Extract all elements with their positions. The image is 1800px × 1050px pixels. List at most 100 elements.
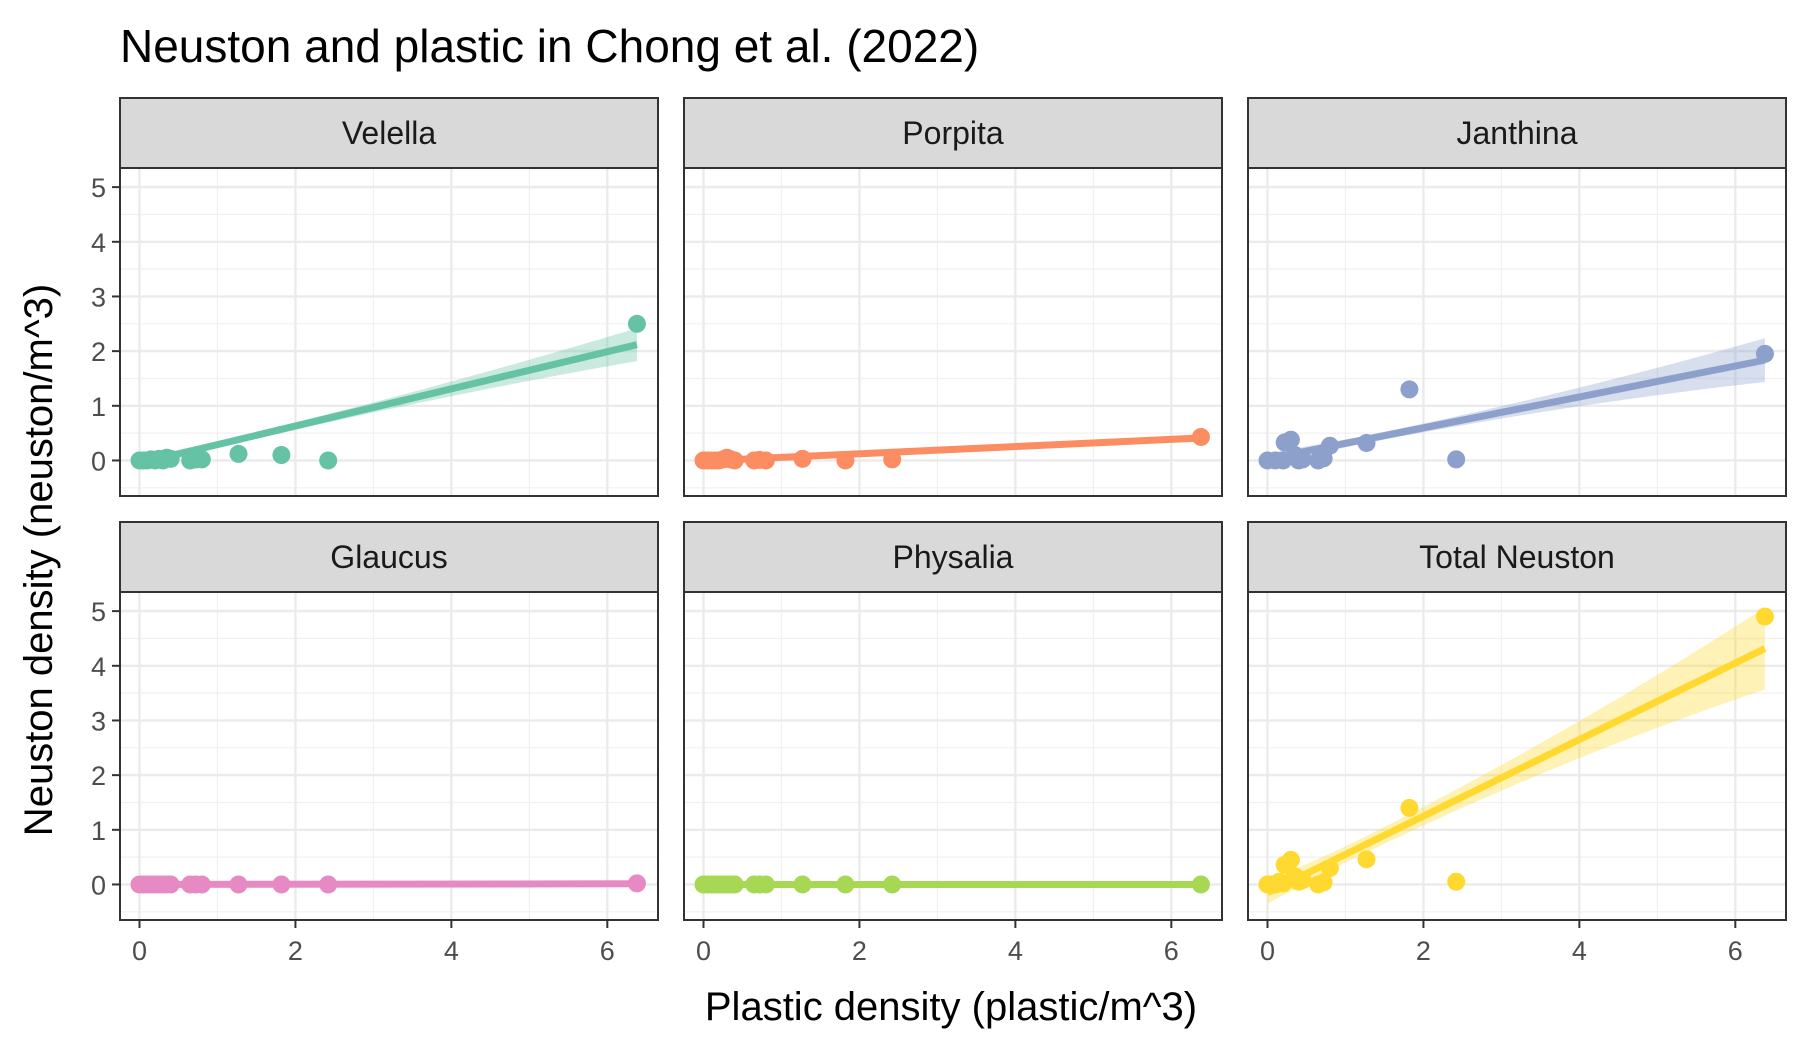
facet-porpita: Porpita	[683, 97, 1223, 497]
data-point	[836, 875, 855, 894]
x-tick-label: 6	[1164, 936, 1179, 966]
x-tick-label: 4	[1008, 936, 1023, 966]
data-point	[1755, 344, 1774, 363]
data-point	[1447, 450, 1466, 469]
data-point	[1357, 433, 1376, 452]
x-axis-title: Plastic density (plastic/m^3)	[705, 985, 1197, 1029]
facet-strip	[119, 97, 659, 169]
panel-border	[1247, 167, 1787, 497]
data-point	[1320, 859, 1339, 878]
facet-panels: Velella 0 1 2 3 4 5 Porpita Janthina Glaucus 0 1 2 3 4…	[91, 97, 1787, 966]
x-tick-label: 2	[1416, 936, 1431, 966]
data-point	[229, 444, 248, 463]
x-tick-label: 0	[696, 936, 711, 966]
facet-janthina: Janthina	[1247, 97, 1787, 497]
regression-line	[139, 880, 637, 888]
regression-line	[703, 434, 1202, 465]
y-tick-label: 5	[91, 173, 106, 203]
facet-strip	[119, 521, 659, 593]
facet-velella: Velella 0 1 2 3 4 5	[91, 97, 659, 497]
y-tick-label: 4	[91, 228, 106, 258]
panel-border	[683, 591, 1223, 921]
panel-background	[684, 592, 1222, 920]
facet-strip-label: Velella	[342, 115, 437, 151]
facet-strip-label: Porpita	[902, 115, 1004, 151]
panel-border	[1247, 591, 1787, 921]
data-point	[1293, 871, 1312, 890]
panel-border	[683, 167, 1223, 497]
facet-strip	[683, 521, 1223, 593]
y-tick-label: 0	[91, 870, 106, 900]
data-point	[1281, 850, 1300, 869]
data-point	[161, 449, 180, 468]
chart-title: Neuston and plastic in Chong et al. (202…	[120, 20, 979, 72]
facet-strip-label: Glaucus	[330, 539, 447, 575]
y-tick-label: 2	[91, 761, 106, 791]
data-point	[192, 875, 211, 894]
data-point	[272, 875, 291, 894]
data-point	[1191, 427, 1210, 446]
y-tick-label: 1	[91, 392, 106, 422]
data-point	[1314, 873, 1333, 892]
data-point	[627, 314, 646, 333]
facet-strip	[683, 97, 1223, 169]
data-point	[725, 875, 744, 894]
x-tick-label: 4	[444, 936, 459, 966]
y-tick-label: 0	[91, 446, 106, 476]
panel-border	[119, 591, 659, 921]
regression-line	[138, 341, 638, 467]
facet-strip-label: Janthina	[1457, 115, 1578, 151]
x-tick-label: 6	[600, 936, 615, 966]
x-tick-label: 2	[288, 936, 303, 966]
x-tick-label: 6	[1728, 936, 1743, 966]
facet-strip-label: Physalia	[893, 539, 1014, 575]
data-point	[1281, 430, 1300, 449]
facet-total-neuston: Total Neuston 0 2 4 6	[1247, 521, 1787, 966]
data-point	[1191, 875, 1210, 894]
data-point	[883, 450, 902, 469]
panel-border	[119, 167, 659, 497]
y-tick-label: 3	[91, 706, 106, 736]
data-point	[161, 875, 180, 894]
regression-line	[1266, 356, 1766, 463]
y-tick-label: 1	[91, 816, 106, 846]
panel-background	[120, 592, 658, 920]
data-point	[1320, 436, 1339, 455]
data-point	[756, 451, 775, 470]
regression-line	[1265, 645, 1767, 896]
data-point	[1357, 850, 1376, 869]
data-point	[192, 450, 211, 469]
data-point	[793, 449, 812, 468]
facet-strip	[1247, 521, 1787, 593]
y-axis-title: Neuston density (neuston/m^3)	[17, 284, 61, 836]
data-point	[627, 874, 646, 893]
x-tick-label: 4	[1572, 936, 1587, 966]
x-tick-label: 0	[1260, 936, 1275, 966]
y-tick-label: 3	[91, 282, 106, 312]
data-point	[319, 875, 338, 894]
facet-physalia: Physalia 0 2 4 6	[683, 521, 1223, 966]
facet-glaucus: Glaucus 0 1 2 3 4 5 0 2 4 6	[91, 521, 659, 966]
y-tick-label: 5	[91, 597, 106, 627]
data-point	[1293, 450, 1312, 469]
data-point	[1400, 798, 1419, 817]
panel-background	[120, 168, 658, 496]
data-point	[319, 451, 338, 470]
data-point	[756, 875, 775, 894]
data-point	[883, 875, 902, 894]
facet-strip	[1247, 97, 1787, 169]
x-tick-label: 0	[132, 936, 147, 966]
y-tick-label: 2	[91, 337, 106, 367]
data-point	[1447, 872, 1466, 891]
y-tick-label: 4	[91, 652, 106, 682]
x-tick-label: 2	[852, 936, 867, 966]
data-point	[1755, 607, 1774, 626]
data-point	[229, 875, 248, 894]
data-point	[272, 446, 291, 464]
data-point	[725, 451, 744, 470]
data-point	[1400, 380, 1419, 399]
data-point	[793, 875, 812, 894]
data-point	[836, 451, 855, 470]
facet-strip-label: Total Neuston	[1419, 539, 1615, 575]
